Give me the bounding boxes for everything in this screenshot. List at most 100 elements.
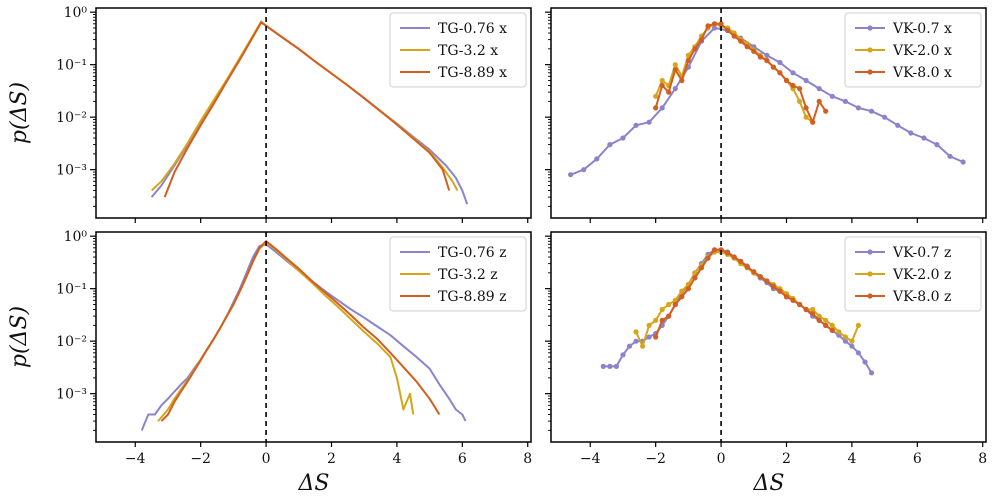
data-point (581, 167, 587, 173)
x-tick-label: 0 (717, 451, 726, 467)
legend-label: TG-3.2 z (438, 267, 498, 283)
data-point (868, 370, 875, 376)
data-point (757, 274, 763, 280)
x-tick-label: 2 (782, 451, 791, 467)
data-point (770, 64, 777, 70)
data-point (600, 363, 606, 369)
data-point (633, 122, 639, 128)
x-tick-label: 2 (327, 451, 336, 467)
legend-label: TG-0.76 x (438, 21, 507, 37)
data-point (823, 108, 829, 114)
plot-frame (95, 7, 532, 219)
data-point (842, 98, 849, 104)
legend-box (844, 12, 982, 88)
data-point (672, 67, 678, 73)
data-point (666, 89, 672, 95)
data-point (698, 265, 705, 271)
data-point (613, 363, 620, 369)
data-point (757, 54, 763, 60)
data-point (666, 313, 672, 319)
series-line (160, 240, 441, 422)
data-point (594, 156, 600, 162)
x-tick-label: −2 (190, 451, 211, 467)
data-point (777, 70, 783, 76)
data-point (751, 269, 757, 275)
plot-area (150, 20, 469, 205)
x-tick-label: 8 (978, 451, 987, 467)
x-tick-label: −2 (645, 451, 666, 467)
series-line (157, 241, 415, 422)
data-point (934, 142, 940, 148)
data-point (731, 33, 737, 39)
legend-marker (867, 25, 873, 31)
data-point (725, 250, 731, 256)
data-point (659, 306, 665, 313)
data-point (960, 159, 966, 165)
x-tick-label: 4 (847, 451, 856, 467)
data-point (783, 77, 790, 84)
data-point (718, 21, 724, 27)
y-tick-label: 10⁻³ (56, 387, 87, 403)
x-tick-label: 4 (392, 451, 401, 467)
data-point (653, 334, 659, 340)
data-point (659, 82, 665, 89)
data-point (692, 275, 698, 281)
data-point (882, 114, 888, 120)
data-point (777, 59, 783, 66)
data-point (653, 317, 659, 323)
data-point (849, 338, 855, 344)
data-point (653, 93, 659, 99)
x-axis-title-left: ΔS (298, 471, 330, 496)
legend-label: TG-3.2 x (438, 43, 498, 59)
plot-area (600, 247, 875, 376)
data-point (797, 98, 803, 104)
data-point (672, 301, 678, 308)
data-point (921, 135, 927, 141)
y-tick-label: 10⁻² (56, 334, 87, 350)
plot-frame (550, 7, 987, 219)
data-point (764, 57, 770, 64)
data-point (803, 77, 809, 84)
data-point (842, 334, 849, 340)
y-tick-label: 10⁰ (64, 5, 88, 21)
legend-box (389, 236, 527, 312)
x-axis-title-right: ΔS (753, 471, 785, 496)
y-tick-label: 10⁻¹ (56, 282, 87, 298)
data-point (810, 311, 816, 317)
data-point (783, 294, 790, 300)
data-point (698, 37, 705, 43)
panel-top-left: 10⁰ 10⁻¹ 10⁻² 10⁻³ TG-0.76 x TG-3.2 x TG-8.89 … (56, 5, 532, 223)
data-point (751, 48, 757, 54)
data-point (895, 122, 901, 128)
data-point (679, 294, 685, 300)
data-point (829, 93, 835, 99)
legend-label: VK-0.7 z (892, 245, 951, 261)
data-point (620, 135, 626, 141)
y-tick-label: 10⁻² (56, 110, 87, 126)
data-point (908, 130, 914, 136)
legend-marker (867, 249, 873, 255)
data-point (829, 322, 835, 328)
legend-label: VK-8.0 z (892, 289, 951, 305)
panel-bottom-right: −4 −2 0 2 4 6 8 VK-0.7 z VK-2.0 z VK-8.0 z (545, 231, 987, 467)
plot-area (568, 21, 966, 178)
x-tick-label: 8 (523, 451, 532, 467)
data-point (646, 119, 652, 125)
series-line (654, 248, 833, 338)
data-point (744, 264, 750, 270)
data-point (816, 86, 822, 92)
data-point (653, 105, 659, 111)
data-point (823, 322, 829, 328)
data-point (685, 286, 692, 292)
data-point (718, 247, 724, 253)
legend-marker (867, 47, 873, 53)
panel-bottom-left: −4 −2 0 2 4 6 8 10⁰ 10⁻¹ 10⁻² 10⁻³ TG-0.76 z TG-3.2 … (56, 229, 532, 467)
legend-label: TG-0.76 z (438, 245, 507, 261)
legend-marker (867, 293, 873, 299)
data-point (797, 301, 803, 308)
data-point (607, 142, 613, 148)
data-point (646, 322, 652, 328)
data-point (705, 23, 711, 29)
data-point (711, 25, 718, 31)
